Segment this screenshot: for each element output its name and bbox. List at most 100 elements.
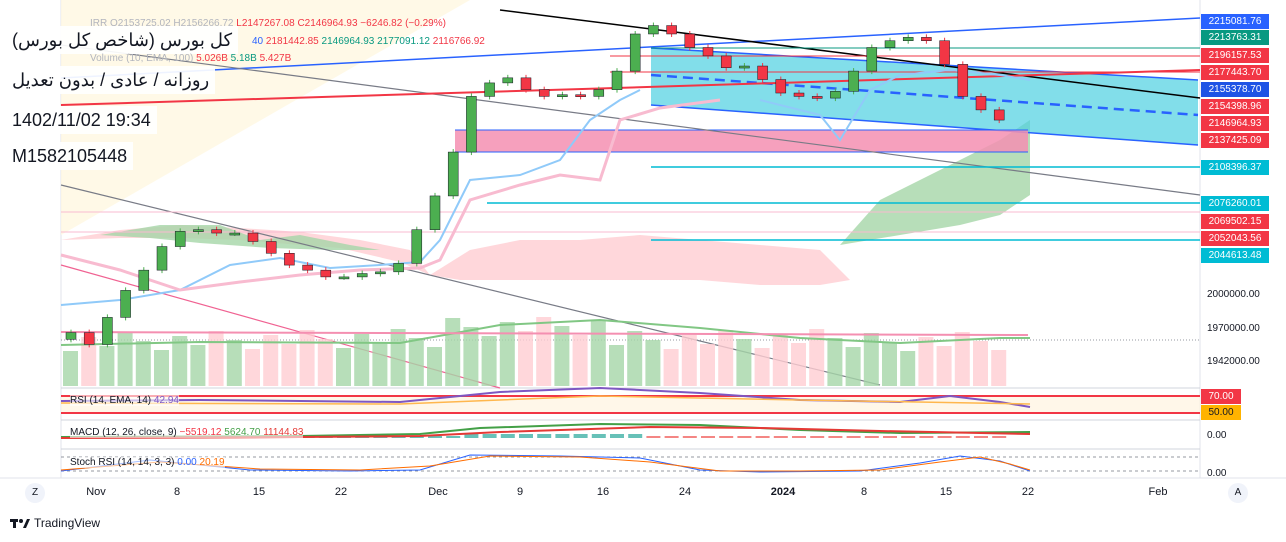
volume-bar [226, 340, 242, 386]
candle [611, 70, 623, 90]
tradingview-logo-icon [10, 519, 30, 528]
candle [83, 332, 95, 345]
candle [520, 77, 532, 90]
time-label-feb: Feb [1148, 486, 1168, 498]
time-label-22: 22 [334, 486, 348, 498]
indicator-prefix: 40 [252, 36, 264, 47]
time-label-9: 9 [516, 486, 524, 498]
candle [193, 229, 204, 232]
indicator-value-4: 2116766.92 [432, 36, 485, 47]
indicator-value-1: 2181442.85 [265, 36, 319, 47]
price-tag-12: 2052043.56 [1201, 231, 1269, 246]
macd-axis-zero: 0.00 [1207, 430, 1227, 441]
volume-legend: Volume (10, EMA, 100) 5.026B 5.18B 5.427… [90, 53, 291, 64]
candle [884, 40, 896, 48]
volume-bar [627, 331, 643, 386]
trendline-grey-upper [60, 44, 1201, 196]
volume-bar [590, 321, 606, 386]
footer-brand[interactable]: TradingView [10, 516, 100, 530]
volume-bar [681, 335, 697, 386]
candle [866, 47, 878, 72]
rsi-ema [60, 395, 1031, 405]
volume-bar [117, 332, 133, 386]
candle [848, 70, 859, 92]
candle [338, 276, 350, 280]
low-value: L2147267.08 [236, 18, 295, 29]
candle [629, 33, 641, 72]
candles [65, 22, 1005, 348]
candle [739, 65, 750, 69]
volume-bar [609, 345, 624, 386]
trendline-pink [60, 264, 501, 389]
candle [666, 25, 677, 35]
candle [320, 269, 332, 278]
macd-bar [792, 436, 806, 438]
candle [393, 263, 404, 273]
time-label-dec: Dec [428, 486, 448, 498]
candle [120, 290, 131, 318]
volume-bar [973, 341, 988, 386]
currency-label: IRR [90, 18, 108, 29]
volume-bar [900, 351, 916, 386]
candle [811, 96, 823, 99]
indicator-values-line: 40 2181442.85 2146964.93 2177091.12 2116… [252, 36, 485, 47]
volume-axis-1: 2000000.00 [1207, 289, 1260, 300]
candle [757, 65, 768, 80]
rsi-legend: RSI (14, EMA, 14) 42.94 [70, 395, 179, 406]
macd-hist-value: −5519.12 [179, 427, 222, 438]
candle [593, 89, 605, 97]
volume-ema [60, 318, 1030, 346]
macd-bar [773, 436, 788, 438]
volume-value-2: 5.18B [230, 53, 257, 64]
zoom-button[interactable]: Z [25, 483, 45, 503]
stoch-label: Stoch RSI (14, 14, 3, 3) [70, 457, 175, 468]
candle [138, 269, 150, 291]
volume-bar [63, 351, 78, 386]
macd-bar [537, 434, 552, 438]
macd-bar [901, 436, 916, 438]
volume-bar [863, 333, 879, 386]
price-tag-3: 2196157.53 [1201, 48, 1269, 63]
macd-signal-value: 11144.83 [263, 427, 304, 438]
candle [375, 271, 386, 275]
volume-bar [390, 329, 406, 386]
macd-signal [60, 425, 1031, 439]
candle [502, 77, 514, 84]
macd-bar [864, 436, 879, 438]
volume-bar [427, 347, 442, 386]
volume-bar [208, 331, 224, 386]
rsi-line [60, 386, 1031, 408]
datetime-stamp: 1402/11/02 19:34 [6, 106, 157, 134]
price-tag-4: 2177443.70 [1201, 65, 1269, 80]
candle [793, 92, 805, 97]
rsi-70-tag: 70.00 [1201, 389, 1241, 404]
volume-bar [954, 332, 970, 386]
brand-name: TradingView [34, 516, 101, 530]
macd-bar [646, 436, 661, 438]
volume-bar [791, 343, 806, 386]
candle [902, 37, 914, 41]
volume-axis-2: 1970000.00 [1207, 323, 1260, 334]
candle [429, 195, 441, 230]
candle [575, 94, 586, 97]
macd-bar [591, 434, 606, 438]
candle [356, 273, 368, 278]
volume-bar [299, 330, 315, 386]
auto-scale-button[interactable]: A [1228, 483, 1248, 503]
macd-bar [519, 434, 533, 438]
volume-bar [663, 349, 679, 386]
macd-legend: MACD (12, 26, close, 9) −5519.12 5624.70… [70, 427, 304, 438]
volume-bar [372, 343, 388, 386]
candle [538, 89, 550, 97]
change-value: −6246.82 (−0.29%) [360, 18, 446, 29]
volume-label: Volume (10, EMA, 100) [90, 53, 194, 64]
cloud-bullish-left [100, 225, 380, 250]
stoch-d-value: 20.19 [199, 457, 225, 468]
volume-axis-3: 1942000.00 [1207, 356, 1260, 367]
supply-zone [455, 130, 1028, 152]
volume-bar [481, 336, 497, 386]
macd-bar [828, 436, 843, 438]
volume-bar [190, 345, 206, 386]
volume-bar [918, 337, 934, 386]
